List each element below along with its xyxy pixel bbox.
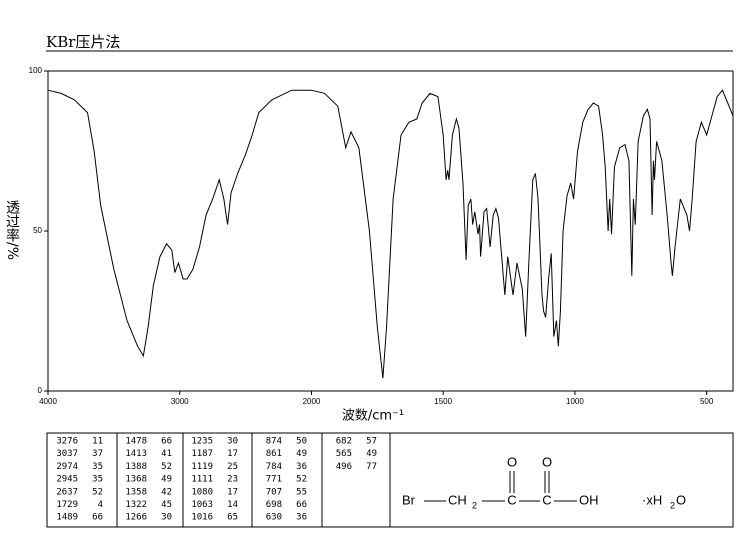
peak-wavenumber: 707 xyxy=(266,487,282,497)
peak-wavenumber: 2637 xyxy=(56,487,78,497)
peak-wavenumber: 784 xyxy=(266,462,282,472)
x-tick-label: 2000 xyxy=(303,397,321,406)
peak-transmittance: 17 xyxy=(227,487,238,497)
y-tick-label: 100 xyxy=(29,66,43,75)
peak-wavenumber: 3276 xyxy=(56,437,78,447)
structure: Br CH 2 C C OH O O ·xH 2 O xyxy=(402,454,686,510)
atom: C xyxy=(542,492,551,507)
peak-wavenumber: 1266 xyxy=(125,513,147,523)
peak-wavenumber: 630 xyxy=(266,513,282,523)
peak-transmittance: 35 xyxy=(92,462,103,472)
water: O xyxy=(676,492,686,507)
subscript: 2 xyxy=(472,500,477,510)
atom: O xyxy=(542,454,552,469)
peak-wavenumber: 496 xyxy=(336,462,352,472)
peak-transmittance: 77 xyxy=(366,462,377,472)
peak-wavenumber: 1322 xyxy=(125,500,147,510)
water: ·xH xyxy=(642,492,662,507)
peak-wavenumber: 861 xyxy=(266,449,282,459)
peak-wavenumber: 1368 xyxy=(125,475,147,485)
x-tick-label: 1000 xyxy=(566,397,584,406)
peak-wavenumber: 771 xyxy=(266,475,282,485)
peak-transmittance: 23 xyxy=(227,475,238,485)
x-tick-label: 500 xyxy=(700,397,714,406)
x-axis-label: 波数/cm⁻¹ xyxy=(342,409,404,424)
peak-transmittance: 66 xyxy=(92,513,103,523)
atom: C xyxy=(507,492,516,507)
peak-wavenumber: 1388 xyxy=(125,462,147,472)
x-tick-label: 4000 xyxy=(39,397,57,406)
atom: CH xyxy=(448,492,467,507)
peak-wavenumber: 565 xyxy=(336,449,352,459)
peak-wavenumber: 682 xyxy=(336,437,352,447)
peak-wavenumber: 1478 xyxy=(125,437,147,447)
peak-wavenumber: 1489 xyxy=(56,513,78,523)
peak-wavenumber: 2945 xyxy=(56,475,78,485)
peak-transmittance: 52 xyxy=(296,475,307,485)
peak-transmittance: 36 xyxy=(296,513,307,523)
y-axis-label: 透过率/% xyxy=(4,200,20,260)
peak-transmittance: 50 xyxy=(296,437,307,447)
peak-transmittance: 30 xyxy=(161,513,172,523)
peak-transmittance: 49 xyxy=(161,475,172,485)
peak-transmittance: 14 xyxy=(227,500,238,510)
peak-transmittance: 57 xyxy=(366,437,377,447)
peak-transmittance: 49 xyxy=(366,449,377,459)
peak-transmittance: 52 xyxy=(161,462,172,472)
atom: O xyxy=(507,454,517,469)
peak-wavenumber: 1111 xyxy=(191,475,213,485)
peak-transmittance: 42 xyxy=(161,487,172,497)
atom: OH xyxy=(579,492,599,507)
title: KBr压片法 xyxy=(46,33,120,51)
x-tick-label: 1500 xyxy=(434,397,452,406)
peak-transmittance: 45 xyxy=(161,500,172,510)
peak-wavenumber: 3037 xyxy=(56,449,78,459)
peak-wavenumber: 1187 xyxy=(191,449,213,459)
peak-wavenumber: 1063 xyxy=(191,500,213,510)
peak-wavenumber: 1016 xyxy=(191,513,213,523)
peak-transmittance: 25 xyxy=(227,462,238,472)
peak-wavenumber: 1729 xyxy=(56,500,78,510)
atom: Br xyxy=(402,492,416,507)
peak-transmittance: 37 xyxy=(92,449,103,459)
peak-transmittance: 35 xyxy=(92,475,103,485)
peak-transmittance: 36 xyxy=(296,462,307,472)
peak-transmittance: 66 xyxy=(161,437,172,447)
peak-transmittance: 52 xyxy=(92,487,103,497)
subscript: 2 xyxy=(670,500,675,510)
peak-transmittance: 55 xyxy=(296,487,307,497)
peak-transmittance: 65 xyxy=(227,513,238,523)
peak-wavenumber: 1080 xyxy=(191,487,213,497)
peak-transmittance: 17 xyxy=(227,449,238,459)
x-tick-label: 3000 xyxy=(171,397,189,406)
peak-transmittance: 41 xyxy=(161,449,172,459)
peak-transmittance: 11 xyxy=(92,437,103,447)
peak-transmittance: 66 xyxy=(296,500,307,510)
peak-wavenumber: 874 xyxy=(266,437,282,447)
peak-wavenumber: 1413 xyxy=(125,449,147,459)
peak-transmittance: 49 xyxy=(296,449,307,459)
peak-wavenumber: 698 xyxy=(266,500,282,510)
peak-transmittance: 4 xyxy=(98,500,103,510)
y-tick-label: 50 xyxy=(33,226,42,235)
peak-transmittance: 30 xyxy=(227,437,238,447)
peak-wavenumber: 1119 xyxy=(191,462,213,472)
peak-wavenumber: 2974 xyxy=(56,462,78,472)
peak-wavenumber: 1235 xyxy=(191,437,213,447)
peak-wavenumber: 1358 xyxy=(125,487,147,497)
y-tick-label: 0 xyxy=(38,386,43,395)
spectrum xyxy=(47,89,734,379)
